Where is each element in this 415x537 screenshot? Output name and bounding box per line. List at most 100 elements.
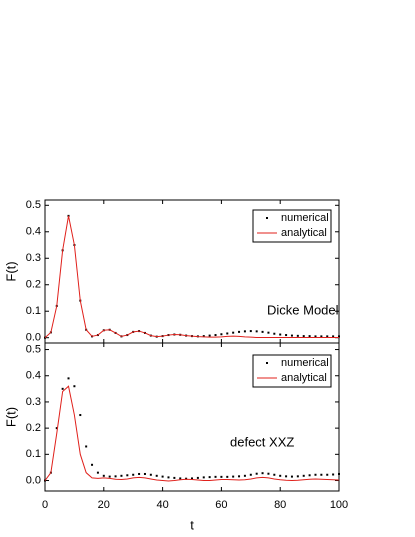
data-point [155,474,158,477]
y-tick-label: 0.2 [26,279,41,291]
data-point [296,334,299,337]
data-point [332,335,335,338]
data-point [126,474,129,477]
legend-box [252,354,332,388]
y-tick-label: 0.5 [26,343,41,355]
data-point [285,475,288,478]
data-point [220,475,223,478]
data-point [273,473,276,476]
data-point [132,473,135,476]
legend-label: numerical [281,212,329,224]
x-tick-label: 40 [156,499,168,511]
legend-swatch [266,217,268,219]
data-point [96,471,99,474]
y-tick-label: 0.4 [26,370,41,382]
data-point [261,330,264,333]
data-point [114,475,117,478]
data-point [290,334,293,337]
data-point [302,474,305,477]
x-tick-label: 80 [274,499,286,511]
data-point [91,463,94,466]
data-point [226,332,229,335]
y-tick-label: 0.0 [26,474,41,486]
data-point [338,335,340,338]
data-point [149,473,152,476]
data-point [243,330,246,333]
data-point [308,335,311,338]
data-point [214,334,217,337]
data-point [290,475,293,478]
legend-swatch [266,362,268,364]
data-point [196,476,199,479]
data-point [326,473,329,476]
annotation: defect XXZ [230,434,294,449]
data-point [167,476,170,479]
data-point [302,335,305,338]
y-tick-label: 0.5 [26,199,41,211]
data-point [243,474,246,477]
data-point [255,472,258,475]
data-point [267,331,270,334]
annotation: Dicke Model [267,302,339,317]
data-point [249,330,252,333]
y-tick-label: 0.1 [26,448,41,460]
data-point [326,335,329,338]
data-point [320,473,323,476]
data-point [161,475,164,478]
data-point [55,427,58,430]
data-point [191,477,193,480]
data-point [185,477,188,480]
data-point [44,479,46,482]
data-point [308,474,311,477]
data-point [67,377,70,380]
data-point [102,474,105,477]
data-point [208,476,211,479]
data-point [296,475,299,478]
y-tick-label: 0.0 [26,332,41,344]
y-tick-label: 0.3 [26,252,41,264]
data-point [314,473,317,476]
data-point [273,332,276,335]
data-point [202,335,205,338]
data-point [232,475,235,478]
data-line [44,215,339,339]
data-point [314,335,317,338]
data-point [238,330,241,333]
data-point [208,334,211,337]
data-point [120,474,123,477]
y-tick-label: 0.3 [26,396,41,408]
data-point [255,330,258,333]
data-point [138,472,141,475]
x-axis-label: t [190,517,194,532]
plot-frame [44,342,340,492]
x-tick-label: 100 [330,499,348,511]
data-point [261,472,264,475]
data-line [44,385,340,482]
x-tick-label: 60 [215,499,227,511]
legend-label: numerical [281,357,329,369]
legend-box [252,209,332,243]
data-point [285,334,288,337]
data-point [332,473,335,476]
x-tick-label: 20 [98,499,110,511]
y-axis-label: F(t) [3,407,18,427]
data-point [202,476,205,479]
data-point [226,475,229,478]
data-point [232,331,235,334]
legend-label: analytical [281,227,327,239]
data-point [61,387,64,390]
data-point [173,476,176,479]
data-point [214,475,217,478]
data-point [79,414,82,417]
data-point [143,472,146,475]
data-point [238,475,241,478]
data-point [220,333,223,336]
data-point [85,445,88,448]
y-tick-label: 0.2 [26,422,41,434]
x-tick-label: 0 [42,499,48,511]
y-axis-label: F(t) [3,261,18,281]
data-point [279,474,282,477]
data-point [108,475,111,478]
data-point [338,472,340,475]
